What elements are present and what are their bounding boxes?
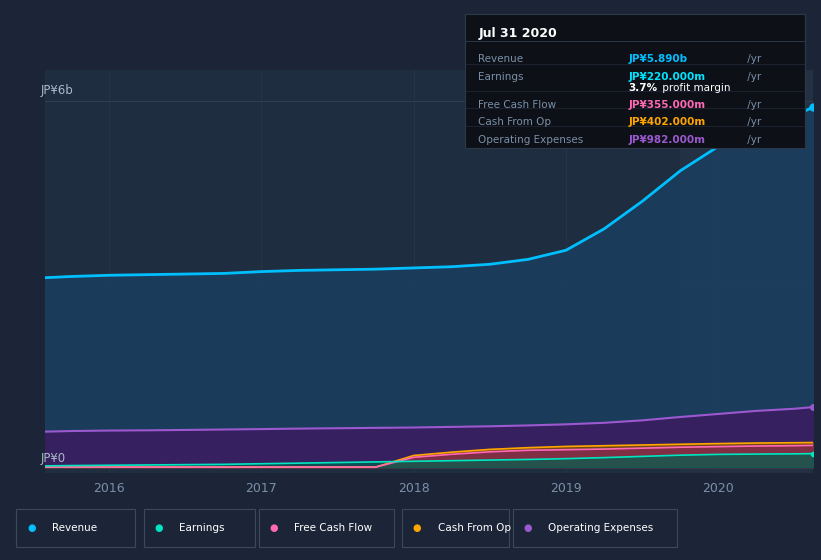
Text: Operating Expenses: Operating Expenses (548, 523, 654, 533)
Text: Earnings: Earnings (479, 72, 524, 82)
Text: /yr: /yr (744, 72, 761, 82)
Text: Free Cash Flow: Free Cash Flow (294, 523, 372, 533)
Text: Cash From Op: Cash From Op (438, 523, 511, 533)
Text: ●: ● (27, 523, 35, 533)
Text: 3.7%: 3.7% (628, 82, 658, 92)
Text: /yr: /yr (744, 100, 761, 110)
Text: JP¥402.000m: JP¥402.000m (628, 118, 705, 128)
Text: Cash From Op: Cash From Op (479, 118, 552, 128)
Text: JP¥220.000m: JP¥220.000m (628, 72, 705, 82)
Text: Free Cash Flow: Free Cash Flow (479, 100, 557, 110)
Text: JP¥982.000m: JP¥982.000m (628, 135, 705, 145)
Text: JP¥6b: JP¥6b (40, 84, 73, 97)
Text: JP¥5.890b: JP¥5.890b (628, 54, 687, 64)
Text: Operating Expenses: Operating Expenses (479, 135, 584, 145)
Text: Earnings: Earnings (179, 523, 224, 533)
Text: JP¥355.000m: JP¥355.000m (628, 100, 705, 110)
Text: profit margin: profit margin (659, 82, 731, 92)
Text: ●: ● (524, 523, 532, 533)
Text: /yr: /yr (744, 135, 761, 145)
Text: JP¥0: JP¥0 (40, 452, 66, 465)
Text: ●: ● (154, 523, 163, 533)
Bar (681, 70, 818, 473)
Text: Jul 31 2020: Jul 31 2020 (479, 27, 557, 40)
Text: ●: ● (413, 523, 421, 533)
Text: /yr: /yr (744, 54, 761, 64)
Text: Revenue: Revenue (479, 54, 524, 64)
Text: Revenue: Revenue (52, 523, 97, 533)
Text: ●: ● (269, 523, 277, 533)
Text: /yr: /yr (744, 118, 761, 128)
